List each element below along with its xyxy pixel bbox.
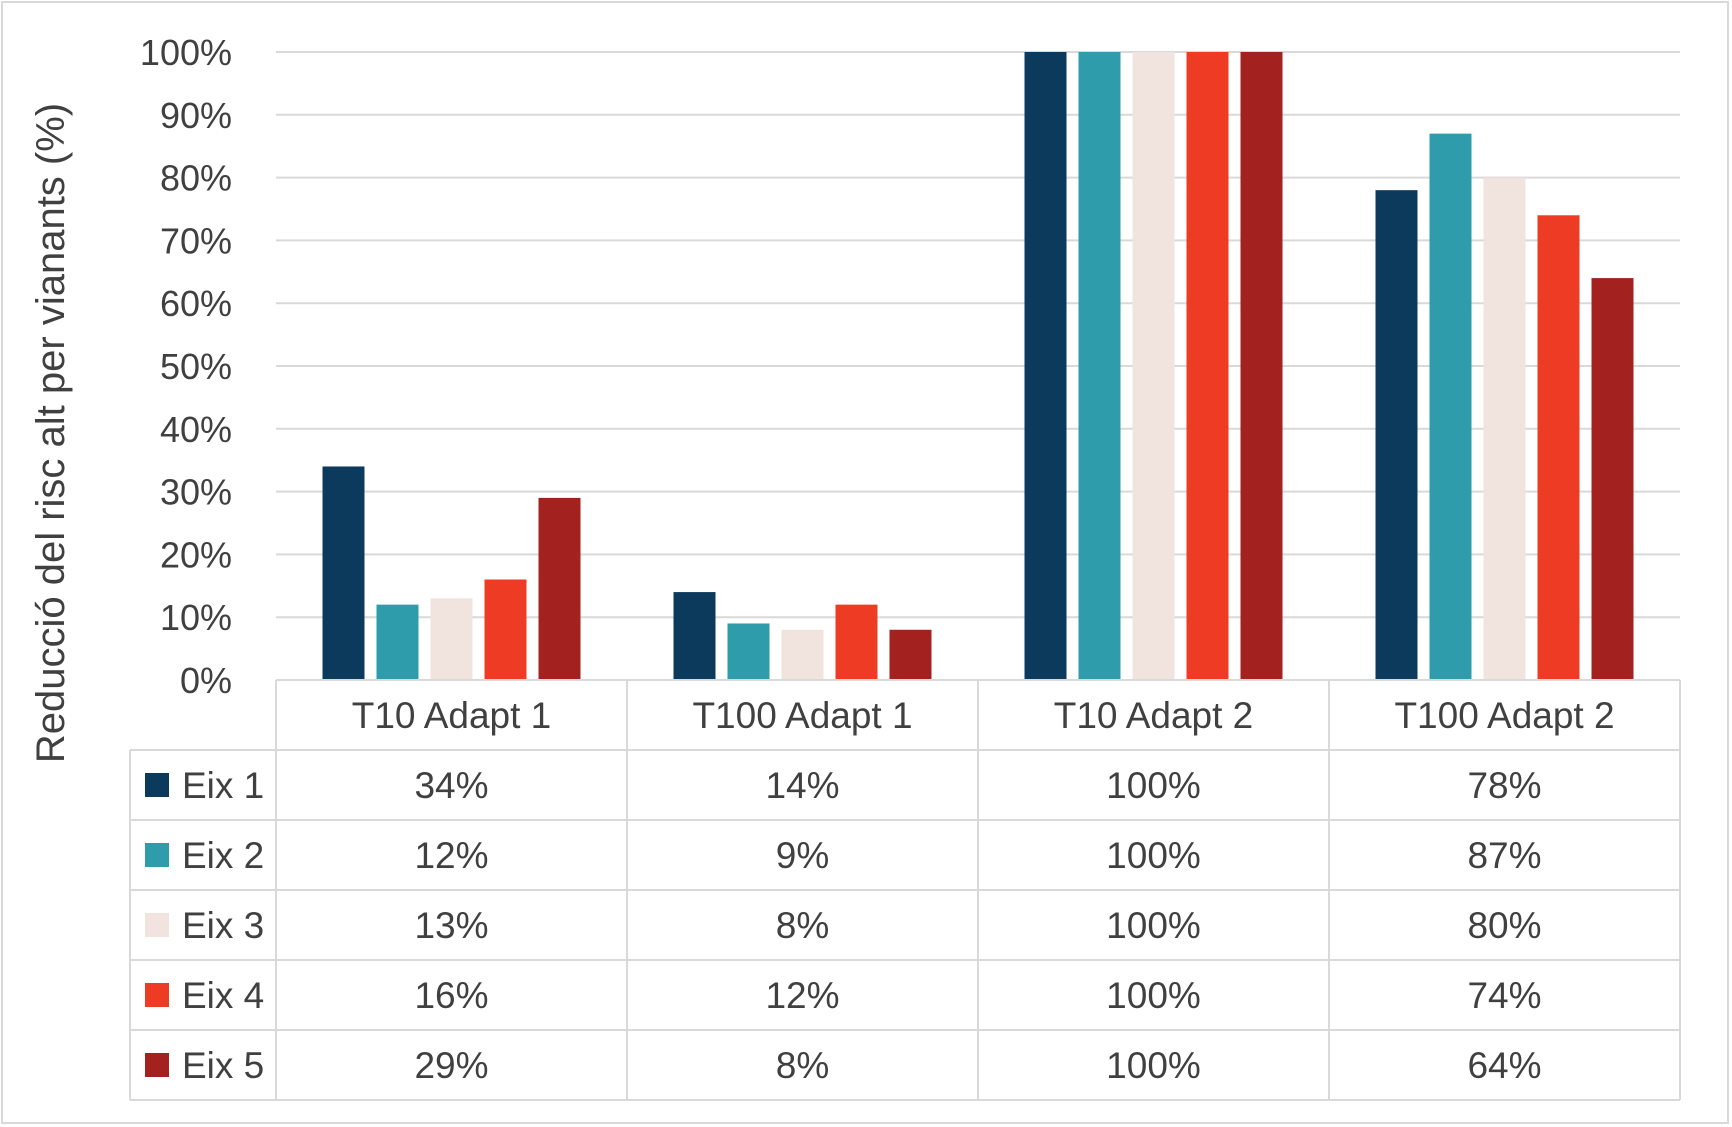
bar xyxy=(889,629,932,680)
data-label: 8% xyxy=(776,905,829,946)
legend-key xyxy=(145,983,169,1007)
data-label: 13% xyxy=(414,905,488,946)
legend-key xyxy=(145,773,169,797)
data-label: 9% xyxy=(776,835,829,876)
bar xyxy=(1375,190,1418,680)
legend-key xyxy=(145,1053,169,1077)
legend-label: Eix 3 xyxy=(182,905,264,946)
data-label: 100% xyxy=(1106,835,1201,876)
y-tick-label: 30% xyxy=(160,472,232,513)
legend-label: Eix 4 xyxy=(182,975,264,1016)
y-tick-label: 90% xyxy=(160,95,232,136)
data-label: 87% xyxy=(1467,835,1541,876)
data-label: 12% xyxy=(765,975,839,1016)
bar xyxy=(1429,133,1472,680)
data-label: 34% xyxy=(414,765,488,806)
bar xyxy=(1483,177,1526,680)
bar xyxy=(1240,52,1283,680)
bar xyxy=(1078,52,1121,680)
bar xyxy=(727,623,770,680)
bar xyxy=(538,497,581,680)
legend-label: Eix 5 xyxy=(182,1045,264,1086)
y-tick-label: 0% xyxy=(180,660,232,701)
data-table: T10 Adapt 1 T100 Adapt 1 T10 Adapt 2 T100 A… xyxy=(129,679,1681,1101)
y-tick-label: 10% xyxy=(160,597,232,638)
bar xyxy=(835,604,878,680)
bar xyxy=(1591,278,1634,680)
bar xyxy=(376,604,419,680)
data-label: 78% xyxy=(1467,765,1541,806)
x-category-label: T100 Adapt 1 xyxy=(692,695,912,736)
data-label: 8% xyxy=(776,1045,829,1086)
y-axis-label: Reducció del risc alt per vianants (%) xyxy=(29,103,73,763)
x-category-label: T10 Adapt 1 xyxy=(352,695,552,736)
bar xyxy=(484,579,527,680)
bar xyxy=(1537,215,1580,680)
data-label: 80% xyxy=(1467,905,1541,946)
data-label: 100% xyxy=(1106,1045,1201,1086)
data-label: 12% xyxy=(414,835,488,876)
legend-key xyxy=(145,843,169,867)
y-tick-label: 70% xyxy=(160,220,232,261)
data-label: 74% xyxy=(1467,975,1541,1016)
data-label: 14% xyxy=(765,765,839,806)
legend-key xyxy=(145,913,169,937)
y-axis-ticks: 0% 10% 20% 30% 40% 50% 60% 70% 80% 90% 100% xyxy=(140,32,232,701)
legend-label: Eix 2 xyxy=(182,835,264,876)
bars xyxy=(322,52,1634,680)
x-category-label: T100 Adapt 2 xyxy=(1394,695,1614,736)
x-category-label: T10 Adapt 2 xyxy=(1054,695,1254,736)
data-label: 100% xyxy=(1106,975,1201,1016)
y-tick-label: 60% xyxy=(160,283,232,324)
bar xyxy=(781,629,824,680)
y-tick-label: 20% xyxy=(160,534,232,575)
bar xyxy=(1132,52,1175,680)
bar xyxy=(1024,52,1067,680)
data-label: 16% xyxy=(414,975,488,1016)
data-label: 64% xyxy=(1467,1045,1541,1086)
y-tick-label: 40% xyxy=(160,409,232,450)
data-label: 100% xyxy=(1106,905,1201,946)
data-label: 29% xyxy=(414,1045,488,1086)
bar xyxy=(322,466,365,680)
bar xyxy=(430,598,473,680)
bar xyxy=(673,592,716,680)
data-label: 100% xyxy=(1106,765,1201,806)
y-tick-label: 50% xyxy=(160,346,232,387)
bar xyxy=(1186,52,1229,680)
y-tick-label: 100% xyxy=(140,32,232,73)
y-tick-label: 80% xyxy=(160,158,232,199)
legend-label: Eix 1 xyxy=(182,765,264,806)
